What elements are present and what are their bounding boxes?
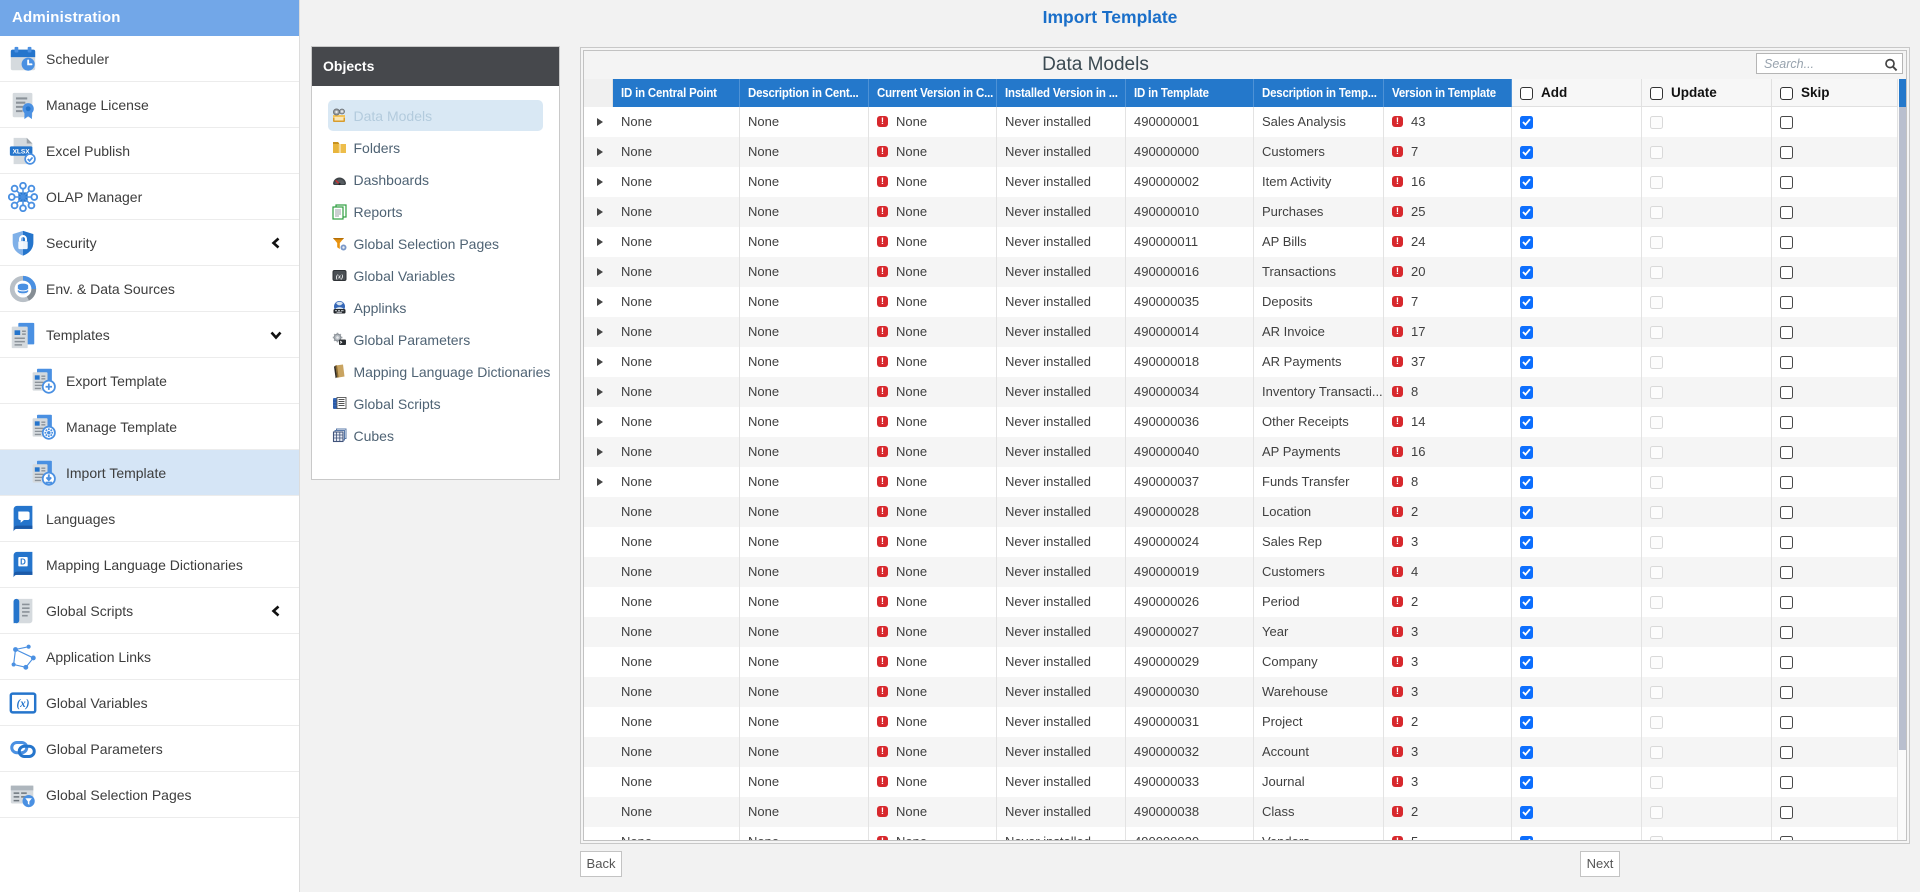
svg-text:D: D — [20, 558, 26, 567]
svg-text:(x): (x) — [336, 273, 343, 280]
svg-text:(x): (x) — [16, 698, 29, 710]
svg-text:XLSX: XLSX — [13, 148, 31, 155]
